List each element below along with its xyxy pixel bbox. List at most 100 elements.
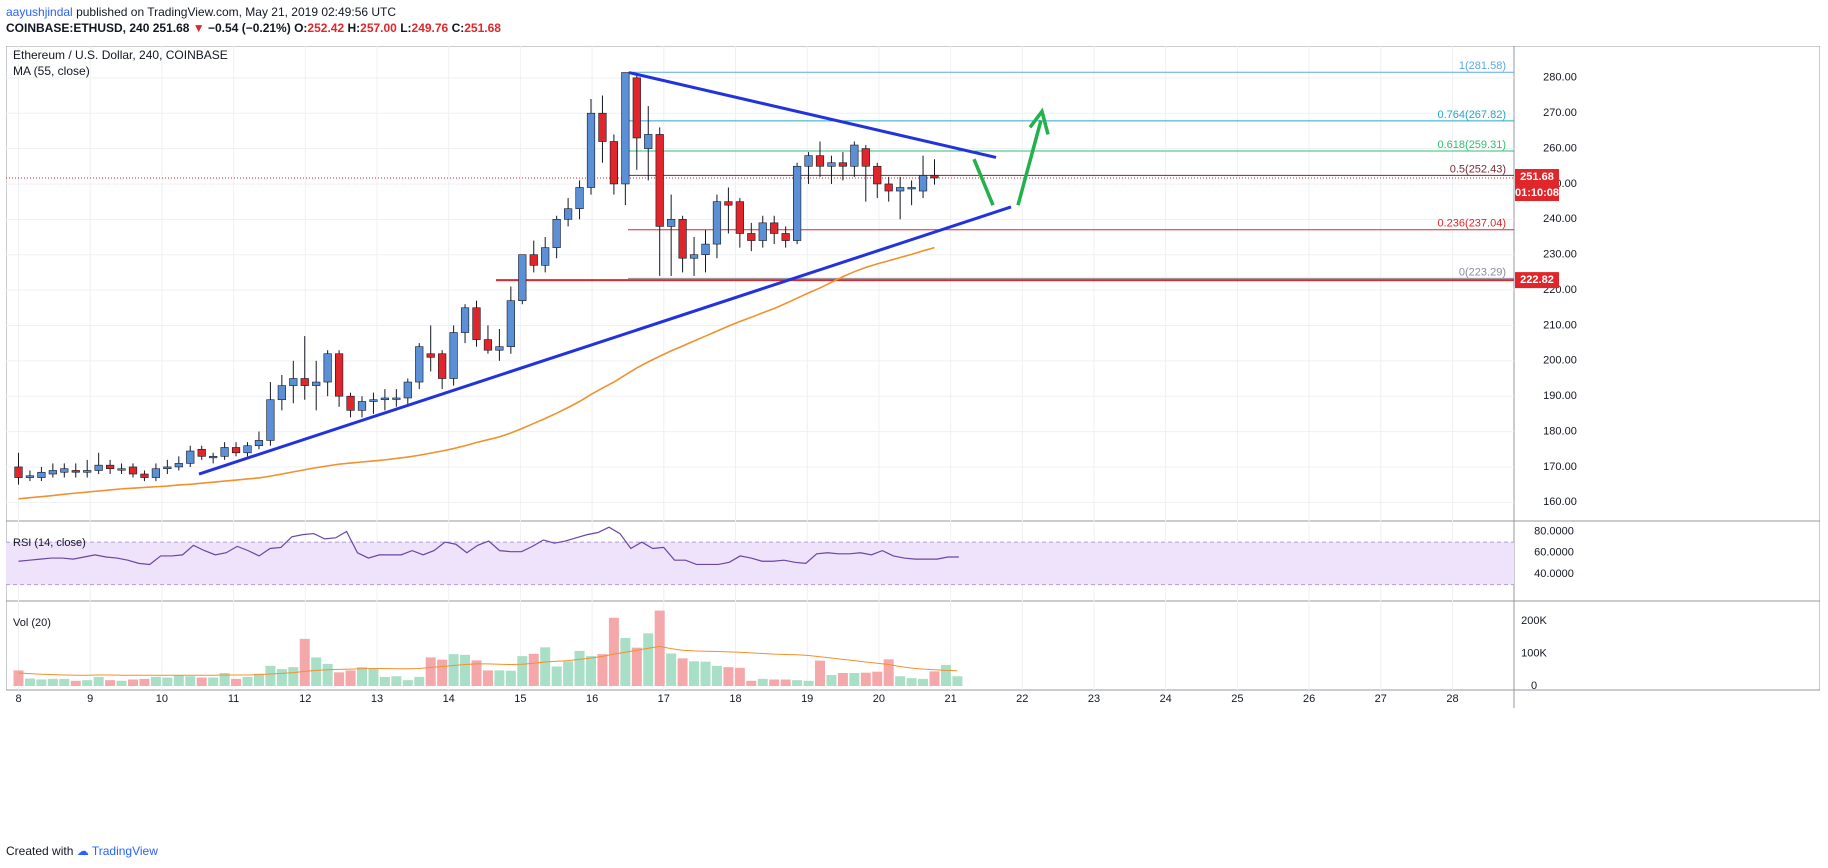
candle-body[interactable] [357,401,367,411]
candle-body[interactable] [758,222,767,241]
chart-svg[interactable]: 1(281.58) 0.764(267.82) 0.618(259.31) 0.5(2… [5,45,1821,836]
candle-body[interactable] [312,381,321,386]
volume-bar[interactable] [494,670,505,686]
volume-bar[interactable] [105,680,116,686]
candle-body[interactable] [850,144,859,167]
volume-bar[interactable] [666,653,677,687]
volume-bar[interactable] [208,677,219,686]
volume-bar[interactable] [402,680,413,686]
volume-bar[interactable] [460,654,471,686]
volume-bar[interactable] [437,659,448,686]
volume-bar[interactable] [70,680,81,686]
volume-bar[interactable] [837,673,848,686]
candle-body[interactable] [792,165,802,241]
candle-body[interactable] [884,183,893,192]
volume-bar[interactable] [139,678,150,686]
candle-body[interactable] [106,464,115,470]
chart-frame[interactable]: 1(281.58) 0.764(267.82) 0.618(259.31) 0.5(2… [5,45,1821,836]
volume-bar[interactable] [471,660,482,686]
candle-body[interactable] [426,353,435,358]
candle-body[interactable] [667,219,676,227]
candle-body[interactable] [770,222,779,234]
rising-trendline[interactable] [198,205,1012,476]
candle-body[interactable] [163,466,172,470]
candle-body[interactable] [449,332,458,379]
candle-body[interactable] [518,254,527,301]
candle-body[interactable] [186,450,195,464]
volume-bar[interactable] [860,672,871,686]
candle-body[interactable] [460,307,470,333]
volume-bar[interactable] [36,679,47,687]
candle-body[interactable] [174,463,183,468]
volume-bar[interactable] [608,617,619,686]
candle-body[interactable] [804,155,813,167]
candle-body[interactable] [220,447,229,457]
tradingview-link[interactable]: TradingView [91,844,158,858]
volume-bar[interactable] [906,678,917,686]
volume-bar[interactable] [231,678,242,686]
candle-body[interactable] [48,470,57,475]
volume-bar[interactable] [757,678,768,686]
volume-bar[interactable] [82,680,93,686]
volume-bar[interactable] [414,676,425,686]
candle-body[interactable] [609,141,618,185]
volume-bar[interactable] [540,647,551,686]
volume-bar[interactable] [654,610,665,686]
candle-body[interactable] [712,201,722,245]
volume-bar[interactable] [24,678,35,686]
candle-body[interactable] [689,254,699,259]
candle-body[interactable] [128,466,138,475]
volume-bar[interactable] [265,665,276,686]
rsi-pane[interactable] [6,526,1514,586]
volume-bar[interactable] [918,678,929,686]
volume-bar[interactable] [597,654,608,686]
volume-bar[interactable] [883,659,894,686]
volume-bar[interactable] [895,676,906,686]
candle-body[interactable] [243,445,252,454]
volume-bar[interactable] [47,678,58,686]
candle-body[interactable] [495,346,504,351]
candle-body[interactable] [621,72,630,185]
candle-body[interactable] [60,468,69,473]
candle-body[interactable] [369,399,378,402]
candle-body[interactable] [117,468,126,471]
volume-bar[interactable] [253,673,264,686]
volume-bar[interactable] [59,678,70,686]
candle-body[interactable] [266,399,275,441]
candle-body[interactable] [655,134,664,227]
candle-body[interactable] [37,471,46,478]
volume-bar[interactable] [803,680,814,686]
volume-bar[interactable] [528,653,539,686]
price-pane[interactable]: 1(281.58) 0.764(267.82) 0.618(259.31) 0.5(2… [6,60,1514,500]
candle-body[interactable] [563,208,573,220]
volume-bar[interactable] [345,670,356,686]
candle-body[interactable] [25,475,35,478]
candle-body[interactable] [552,219,561,248]
candle-body[interactable] [94,464,103,471]
volume-bar[interactable] [723,667,734,686]
candle-body[interactable] [586,112,596,188]
candle-body[interactable] [735,201,744,234]
volume-bar[interactable] [574,650,585,686]
volume-bar[interactable] [162,677,173,686]
volume-bar[interactable] [872,671,883,686]
volume-bar[interactable] [689,661,700,686]
volume-bar[interactable] [196,677,207,686]
candle-body[interactable] [392,397,401,400]
volume-bar[interactable] [219,673,230,686]
volume-bar[interactable] [368,668,379,686]
volume-bar[interactable] [551,666,562,687]
volume-bar[interactable] [357,667,367,686]
candle-body[interactable] [209,456,218,459]
candle-body[interactable] [930,175,939,179]
volume-bar[interactable] [734,667,745,686]
volume-bar[interactable] [620,637,631,686]
candle-body[interactable] [140,473,149,478]
candle-body[interactable] [678,219,687,259]
candle-body[interactable] [632,77,641,139]
volume-bar[interactable] [849,673,860,686]
volume-bar[interactable] [586,656,596,686]
volume-bar[interactable] [173,674,184,686]
volume-bar[interactable] [116,680,127,686]
candle-body[interactable] [838,162,847,167]
